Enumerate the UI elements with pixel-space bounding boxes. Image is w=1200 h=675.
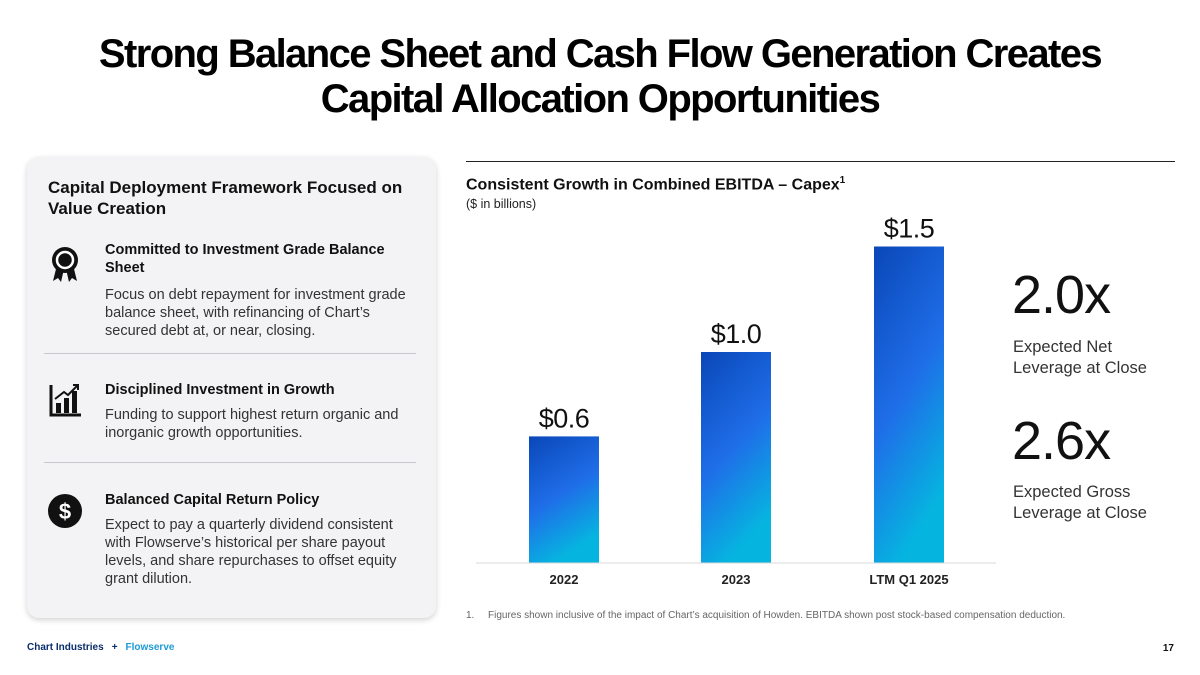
chart-title-footnote-marker: 1	[839, 175, 846, 186]
slide-title: Strong Balance Sheet and Cash Flow Gener…	[0, 32, 1200, 122]
item-body: Funding to support highest return organi…	[105, 407, 399, 441]
item-body: Expect to pay a quarterly dividend consi…	[105, 517, 397, 587]
chart-title: Consistent Growth in Combined EBITDA – C…	[466, 175, 845, 194]
divider	[44, 462, 416, 463]
item-heading: Disciplined Investment in Growth	[105, 382, 335, 398]
footer-branding: Chart Industries + Flowserve	[27, 642, 174, 653]
footnote-text: Figures shown inclusive of the impact of…	[488, 610, 1066, 621]
gross-leverage-label: Expected Gross Leverage at Close	[1013, 483, 1147, 522]
bar-growth-icon	[45, 381, 85, 421]
gross-leverage-value: 2.6x	[1012, 411, 1111, 471]
bar-data-label: $0.6	[539, 403, 590, 433]
footer-company-chart: Chart Industries	[27, 642, 104, 653]
capital-deployment-panel: Capital Deployment Framework Focused on …	[27, 157, 436, 618]
x-tick-label: LTM Q1 2025	[869, 572, 948, 587]
slide-title-line-2: Capital Allocation Opportunities	[320, 77, 881, 121]
footnote-number: 1.	[466, 610, 475, 621]
chart-title-text: Consistent Growth in Combined EBITDA – C…	[466, 176, 840, 194]
bar-2023	[701, 352, 771, 563]
chart-top-rule	[466, 161, 1175, 162]
footnote: 1. Figures shown inclusive of the impact …	[466, 610, 1065, 621]
net-leverage-label: Expected Net Leverage at Close	[1013, 338, 1147, 377]
item-heading: Committed to Investment Grade Balance Sh…	[105, 242, 385, 276]
dollar-circle-icon: $	[45, 491, 85, 531]
award-ribbon-icon	[45, 243, 85, 283]
bar-2022	[529, 436, 599, 563]
x-tick-label: 2023	[722, 572, 751, 587]
net-leverage-value: 2.0x	[1012, 265, 1111, 325]
panel-heading: Capital Deployment Framework Focused on …	[48, 178, 403, 218]
bar-data-label: $1.0	[711, 319, 762, 349]
page-number: 17	[1162, 643, 1174, 654]
ebitda-capex-bar-chart: $0.6 2022 $1.0 2023 $1.5 LTM Q1 2025	[476, 214, 996, 587]
bar-ltm-q1-2025	[874, 246, 944, 563]
item-heading: Balanced Capital Return Policy	[105, 492, 320, 508]
footer-company-flowserve: Flowserve	[125, 642, 175, 653]
footer-plus: +	[111, 642, 118, 653]
x-tick-label: 2022	[550, 572, 579, 587]
chart-subtitle: ($ in billions)	[466, 197, 537, 211]
divider	[44, 353, 416, 354]
svg-text:$: $	[59, 499, 71, 524]
item-body: Focus on debt repayment for investment g…	[105, 287, 406, 339]
bar-data-label: $1.5	[884, 214, 935, 244]
slide-title-line-1: Strong Balance Sheet and Cash Flow Gener…	[98, 32, 1103, 76]
